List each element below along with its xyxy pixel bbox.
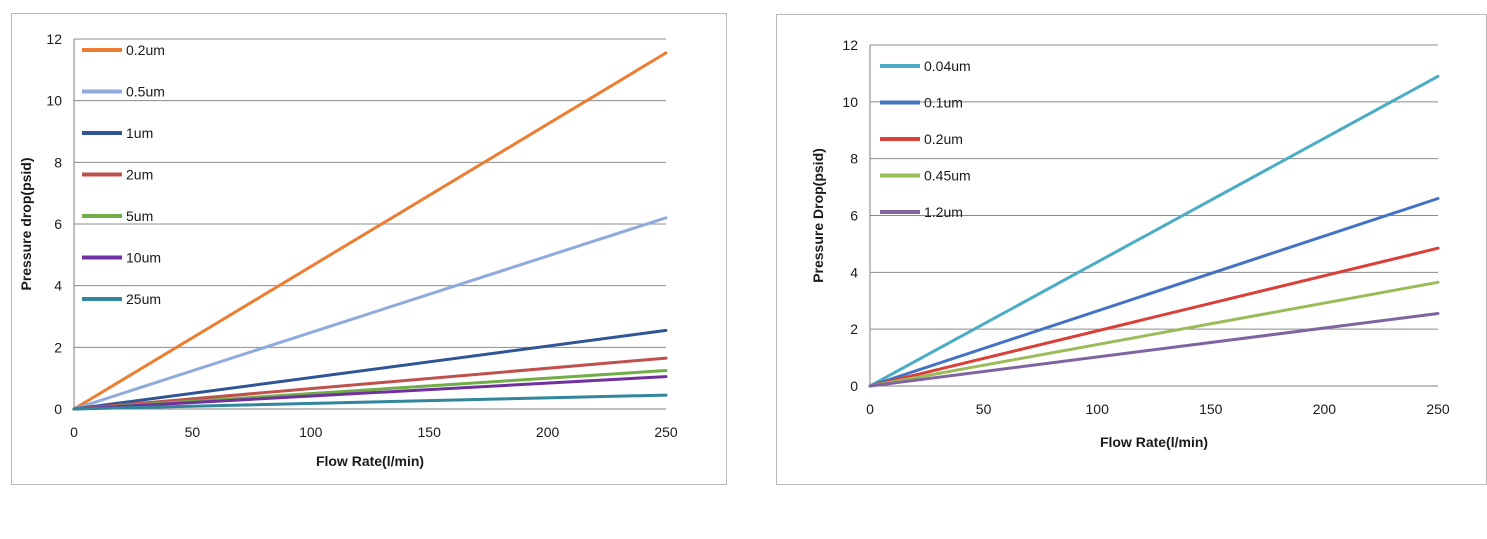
legend-item: 1.2um — [880, 204, 963, 220]
x-tick-label: 150 — [418, 424, 442, 440]
chart-left: 0 2 4 6 8 10 12 0 50 100 150 200 250 Flow Rate(l/min)… — [18, 31, 678, 469]
x-tick-label: 50 — [976, 401, 992, 417]
legend-item: 25um — [82, 291, 161, 307]
y-tick-label: 10 — [842, 94, 858, 110]
series-line-0.45um — [868, 280, 1440, 388]
legend-label: 5um — [126, 208, 153, 224]
y-tick-label: 6 — [850, 208, 858, 224]
legend-item: 1um — [82, 125, 153, 141]
x-tick-label: 250 — [1426, 401, 1450, 417]
y-axis-title: Pressure drop(psid) — [18, 157, 34, 290]
y-tick-label: 2 — [850, 321, 858, 337]
x-tick-label: 250 — [654, 424, 678, 440]
legend-label: 0.1um — [924, 95, 963, 111]
legend-item: 0.2um — [880, 131, 963, 147]
x-tick-label: 50 — [185, 424, 201, 440]
series-line-0.04um — [868, 74, 1440, 388]
y-tick-label: 10 — [46, 93, 62, 109]
legend-label: 25um — [126, 291, 161, 307]
series-line-0.2um — [72, 51, 668, 411]
y-tick-label: 12 — [842, 37, 858, 53]
y-tick-label: 6 — [54, 216, 62, 232]
series-line-0.5um — [72, 216, 668, 411]
legend-label: 2um — [126, 167, 153, 183]
chart-panel-right: 0 2 4 6 8 10 12 0 50 100 150 200 250 Flow Rate(l/min)… — [776, 14, 1487, 485]
x-tick-label: 100 — [1086, 401, 1110, 417]
y-tick-label: 0 — [54, 401, 62, 417]
y-tick-label: 8 — [54, 154, 62, 170]
series-line-1.2um — [868, 312, 1440, 388]
legend-item: 10um — [82, 250, 161, 266]
legend-label: 1.2um — [924, 204, 963, 220]
x-tick-label: 100 — [299, 424, 323, 440]
legend-label: 0.5um — [126, 84, 165, 100]
y-axis-title: Pressure Drop(psid) — [810, 148, 826, 283]
y-tick-label: 0 — [850, 378, 858, 394]
chart-right: 0 2 4 6 8 10 12 0 50 100 150 200 250 Flow Rate(l/min)… — [810, 37, 1450, 450]
series-line-10um — [72, 375, 668, 411]
y-tick-label: 4 — [850, 264, 858, 280]
legend-label: 0.45um — [924, 168, 971, 184]
legend-label: 0.04um — [924, 58, 971, 74]
series-line-2um — [72, 356, 668, 411]
y-tick-label: 4 — [54, 278, 62, 294]
legend-item: 0.45um — [880, 168, 971, 184]
y-tick-label: 8 — [850, 151, 858, 167]
legend-label: 0.2um — [924, 131, 963, 147]
legend-item: 5um — [82, 208, 153, 224]
series-line-0.2um — [868, 246, 1440, 388]
x-tick-label: 0 — [70, 424, 78, 440]
x-tick-label: 0 — [866, 401, 874, 417]
x-axis-title: Flow Rate(l/min) — [316, 453, 424, 469]
legend-label: 0.2um — [126, 42, 165, 58]
chart-panel-left: 0 2 4 6 8 10 12 0 50 100 150 200 250 Flow Rate(l/min)… — [11, 13, 727, 485]
legend-item: 0.2um — [82, 42, 165, 58]
legend-item: 0.1um — [880, 95, 963, 111]
series-line-1um — [72, 328, 668, 411]
x-axis-title: Flow Rate(l/min) — [1100, 434, 1208, 450]
legend-label: 1um — [126, 125, 153, 141]
y-tick-label: 12 — [46, 31, 62, 47]
legend-item: 0.04um — [880, 58, 971, 74]
series-line-25um — [72, 393, 668, 411]
legend-item: 2um — [82, 167, 153, 183]
series-line-0.1um — [868, 197, 1440, 388]
legend-label: 10um — [126, 250, 161, 266]
x-tick-label: 200 — [1313, 401, 1337, 417]
x-tick-label: 150 — [1199, 401, 1223, 417]
x-tick-label: 200 — [536, 424, 560, 440]
legend-item: 0.5um — [82, 84, 165, 100]
y-tick-label: 2 — [54, 339, 62, 355]
